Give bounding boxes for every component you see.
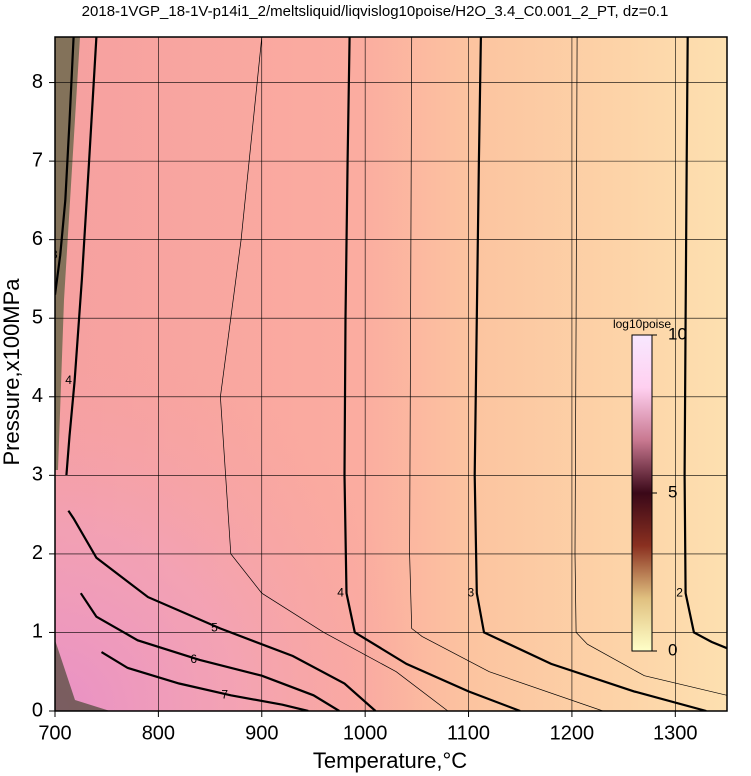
- background-field: [55, 37, 80, 470]
- x-tick-label: 1200: [550, 722, 595, 744]
- y-tick-label: 7: [32, 149, 43, 171]
- colorbar: log10poise 0 5 10: [613, 317, 687, 659]
- plot-area: 4 3 2 4 3 5 6 7: [51, 37, 727, 711]
- colorbar-tick-label: 5: [668, 482, 677, 501]
- contour-line: [343, 37, 521, 711]
- contour-line: [55, 37, 75, 295]
- x-tick-label: 700: [38, 722, 71, 744]
- x-tick-label: 1300: [653, 722, 698, 744]
- contour-line: [473, 37, 707, 711]
- contour-label: 3: [467, 585, 474, 599]
- y-tick-label: 2: [32, 542, 43, 564]
- colorbar-label: log10poise: [613, 317, 671, 331]
- contour-line: [65, 37, 98, 476]
- contour-line: [574, 37, 727, 696]
- y-tick-label: 6: [32, 228, 43, 250]
- x-tick-label: 800: [142, 722, 175, 744]
- background-field: [55, 640, 110, 711]
- x-tick-label: 1000: [343, 722, 388, 744]
- contour-label: 3: [51, 248, 58, 262]
- y-axis-label: Pressure,x100MPa: [0, 278, 24, 466]
- x-axis-label: Temperature,°C: [313, 748, 467, 773]
- colorbar-tick-label: 10: [668, 324, 687, 343]
- contour-line: [220, 37, 449, 711]
- contour-label: 4: [337, 585, 344, 599]
- plot-frame: [54, 36, 728, 712]
- y-tick-label: 8: [32, 71, 43, 93]
- y-tick-label: 5: [32, 307, 43, 329]
- contour-line: [67, 510, 377, 711]
- y-tick-label: 1: [32, 621, 43, 643]
- contour-line: [409, 37, 604, 711]
- y-tick-label: 0: [32, 699, 43, 721]
- contour-line: [100, 651, 309, 711]
- contour-line: [79, 592, 340, 711]
- y-tick-label: 3: [32, 464, 43, 486]
- contour-label: 7: [221, 687, 228, 701]
- x-tick-label: 900: [245, 722, 278, 744]
- y-tick-label: 4: [32, 385, 43, 407]
- background-field: [55, 37, 727, 711]
- contour-label: 2: [676, 585, 683, 599]
- contour-label: 4: [65, 373, 72, 387]
- contour-label: 5: [211, 621, 218, 635]
- colorbar-scale: [631, 334, 653, 652]
- contour-line: [683, 37, 727, 650]
- colorbar-tick-label: 0: [668, 640, 677, 659]
- contour-label: 6: [190, 652, 197, 666]
- chart-title: 2018-1VGP_18-1V-p14i1_2/meltsliquid/liqv…: [82, 3, 669, 20]
- x-tick-label: 1100: [447, 722, 490, 744]
